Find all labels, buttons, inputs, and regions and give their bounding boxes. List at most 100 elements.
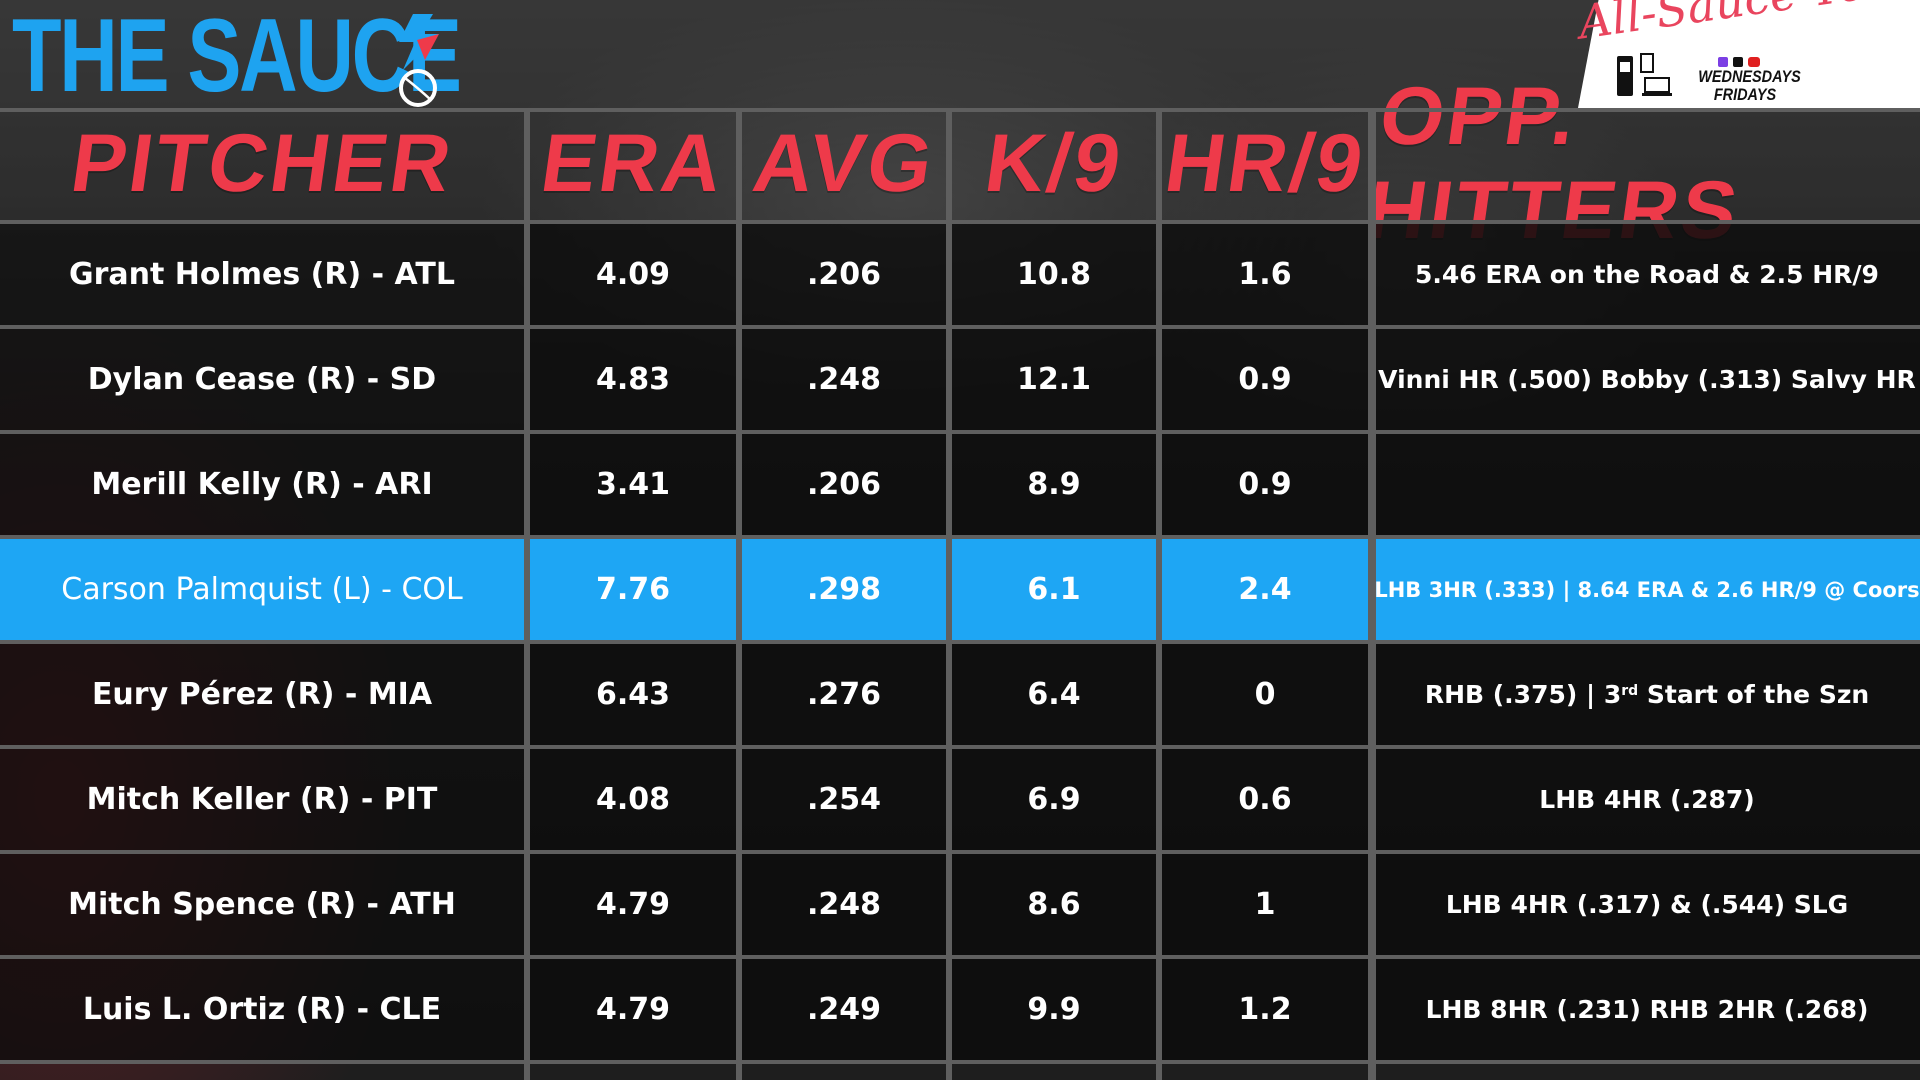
row-7-pitcher: Mitch Spence (R) - ATH	[0, 854, 524, 955]
hr9-value: 2.4	[1238, 572, 1292, 607]
row-divider	[0, 1060, 1920, 1064]
opp-hitters-value: LHB 4HR (.317) & (.544) SLG	[1445, 890, 1849, 919]
header-label: PITCHER	[65, 118, 459, 209]
column-divider	[1368, 108, 1376, 1080]
opp-text-sup: rd	[1621, 682, 1639, 699]
opp-hitters-value: LHB 3HR (.333) | 8.64 ERA & 2.6 HR/9 @ C…	[1374, 577, 1920, 602]
row-1-opp-hitters: 5.46 ERA on the Road & 2.5 HR/9	[1374, 224, 1920, 325]
row-6-k9: 6.9	[952, 749, 1156, 850]
header-hr9: HR/9	[1159, 108, 1371, 220]
k9-value: 6.1	[1027, 572, 1081, 607]
row-6-pitcher: Mitch Keller (R) - PIT	[0, 749, 524, 850]
opp-hitters-value: LHB 8HR (.231) RHB 2HR (.268)	[1425, 995, 1869, 1024]
pitcher-value: Merill Kelly (R) - ARI	[91, 467, 433, 502]
row-7-avg: .248	[742, 854, 946, 955]
row-4-era: 7.76	[530, 539, 736, 640]
avg-value: .206	[806, 467, 882, 502]
row-8-opp-hitters: LHB 8HR (.231) RHB 2HR (.268)	[1374, 959, 1920, 1060]
row-3-k9: 8.9	[952, 434, 1156, 535]
row-divider	[0, 430, 1920, 434]
row-3-hr9: 0.9	[1162, 434, 1368, 535]
row-4-opp-hitters: LHB 3HR (.333) | 8.64 ERA & 2.6 HR/9 @ C…	[1374, 539, 1920, 640]
row-7-opp-hitters: LHB 4HR (.317) & (.544) SLG	[1374, 854, 1920, 955]
column-divider	[946, 108, 952, 1080]
avg-value: .206	[806, 257, 882, 292]
row-2-k9: 12.1	[952, 329, 1156, 430]
row-3-opp-hitters	[1374, 434, 1920, 535]
header-avg: AVG	[742, 108, 946, 220]
k9-value: 9.9	[1027, 992, 1081, 1027]
k9-value: 8.6	[1027, 887, 1081, 922]
row-8-avg: .249	[742, 959, 946, 1060]
show-badge	[1578, 0, 1920, 108]
row-divider	[0, 220, 1920, 224]
hr9-value: 0.6	[1238, 782, 1292, 817]
opp-text-post: Start of the Szn	[1638, 680, 1870, 709]
era-value: 7.76	[595, 572, 671, 607]
hr9-value: 1	[1254, 887, 1276, 922]
row-4-hr9: 2.4	[1162, 539, 1368, 640]
badge-day-1: WEDNESDAYS	[1698, 67, 1801, 86]
row-divider	[0, 745, 1920, 749]
row-8-k9: 9.9	[952, 959, 1156, 1060]
row-6-hr9: 0.6	[1162, 749, 1368, 850]
header-label: ERA	[535, 118, 731, 209]
header-era: ERA	[530, 108, 736, 220]
hr9-value: 0.9	[1238, 362, 1292, 397]
row-6-opp-hitters: LHB 4HR (.287)	[1374, 749, 1920, 850]
row-4-pitcher: Carson Palmquist (L) - COL	[0, 539, 524, 640]
row-divider	[0, 850, 1920, 854]
row-5-hr9: 0	[1162, 644, 1368, 745]
pitcher-value: Mitch Keller (R) - PIT	[86, 782, 438, 817]
opp-hitters-value: 5.46 ERA on the Road & 2.5 HR/9	[1415, 260, 1879, 289]
row-2-hr9: 0.9	[1162, 329, 1368, 430]
k9-value: 10.8	[1016, 257, 1092, 292]
baseball-logo-icon	[399, 14, 439, 107]
era-value: 4.79	[595, 992, 671, 1027]
row-1-hr9: 1.6	[1162, 224, 1368, 325]
row-1-pitcher: Grant Holmes (R) - ATL	[0, 224, 524, 325]
row-divider	[0, 640, 1920, 644]
era-value: 6.43	[595, 677, 671, 712]
row-1-k9: 10.8	[952, 224, 1156, 325]
row-divider	[0, 325, 1920, 329]
k9-value: 6.4	[1027, 677, 1081, 712]
sports-league-icons	[1617, 53, 1672, 96]
table-top-border	[0, 108, 1920, 112]
row-5-pitcher: Eury Pérez (R) - MIA	[0, 644, 524, 745]
column-divider	[736, 108, 742, 1080]
pitcher-value: Eury Pérez (R) - MIA	[91, 677, 433, 712]
row-7-k9: 8.6	[952, 854, 1156, 955]
row-5-era: 6.43	[530, 644, 736, 745]
row-5-k9: 6.4	[952, 644, 1156, 745]
row-8-hr9: 1.2	[1162, 959, 1368, 1060]
hr9-value: 1.6	[1238, 257, 1292, 292]
row-4-k9: 6.1	[952, 539, 1156, 640]
header-label: K/9	[979, 118, 1129, 209]
row-divider	[0, 955, 1920, 959]
row-2-avg: .248	[742, 329, 946, 430]
avg-value: .276	[806, 677, 882, 712]
era-value: 4.83	[595, 362, 671, 397]
column-divider	[1156, 108, 1162, 1080]
header-label: AVG	[747, 118, 941, 209]
avg-value: .254	[806, 782, 882, 817]
row-6-era: 4.08	[530, 749, 736, 850]
row-7-era: 4.79	[530, 854, 736, 955]
pitcher-value: Carson Palmquist (L) - COL	[61, 572, 463, 607]
pitcher-table: PITCHER ERA AVG K/9 HR/9 OPP. HITTERS Grant Ho…	[0, 71, 1920, 1080]
row-2-era: 4.83	[530, 329, 736, 430]
opp-hitters-value: Vinni HR (.500) Bobby (.313) Salvy HR	[1378, 365, 1916, 394]
k9-value: 12.1	[1016, 362, 1092, 397]
avg-value: .248	[806, 362, 882, 397]
row-8-era: 4.79	[530, 959, 736, 1060]
row-6-avg: .254	[742, 749, 946, 850]
row-1-avg: .206	[742, 224, 946, 325]
pitcher-value: Mitch Spence (R) - ATH	[68, 887, 456, 922]
row-2-pitcher: Dylan Cease (R) - SD	[0, 329, 524, 430]
header-label: HR/9	[1159, 118, 1371, 209]
pitcher-value: Grant Holmes (R) - ATL	[68, 257, 456, 292]
hr9-value: 0.9	[1238, 467, 1292, 502]
row-3-avg: .206	[742, 434, 946, 535]
